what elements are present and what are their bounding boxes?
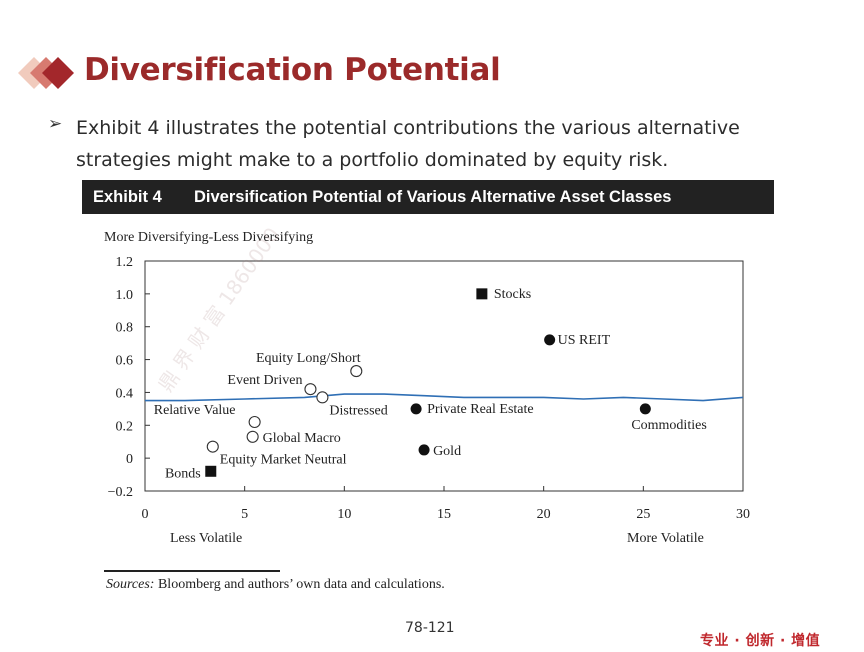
y-ticks: −0.2 0 0.2 0.4 0.6 0.8 1.0 1.2 [108, 255, 150, 500]
sources-rule [104, 570, 280, 572]
data-point [418, 444, 430, 456]
x-tick-label: 5 [241, 507, 248, 522]
x-tick-label: 0 [142, 507, 149, 522]
point-label: Stocks [494, 287, 531, 302]
data-point [316, 391, 329, 404]
data-point [350, 365, 363, 378]
trend-line [145, 393, 744, 402]
data-point [248, 415, 261, 429]
data-point [246, 430, 259, 443]
x-tick-label: 25 [636, 507, 650, 522]
slide-title: Diversification Potential [84, 52, 501, 88]
point-label: Bonds [165, 466, 201, 481]
point-label: Relative Value [154, 403, 236, 418]
y-tick-label: 0.4 [116, 386, 134, 401]
point-label: Global Macro [263, 431, 341, 446]
point-label: Event Driven [227, 373, 302, 388]
y-tick-label: 0 [126, 452, 133, 467]
exhibit-header: Exhibit 4 Diversification Potential of V… [82, 180, 774, 214]
exhibit-number: Exhibit 4 [93, 188, 162, 206]
x-axis-label-left: Less Volatile [170, 531, 242, 546]
point-label: Equity Long/Short [256, 351, 361, 366]
x-tick-label: 15 [437, 507, 451, 522]
sources-label: Sources: [106, 577, 155, 592]
data-point [410, 403, 422, 415]
slogan: 专业 · 创新 · 增值 [700, 633, 821, 649]
point-label: Gold [433, 444, 461, 459]
page-number: 78-121 [405, 620, 455, 636]
data-points: Stocks US REIT Equity Long/Short Event Driv… [154, 287, 707, 481]
arrow-bullet-icon: ➢ [48, 114, 63, 134]
sources-note: Sources: Bloomberg and authors’ own data… [106, 577, 445, 593]
exhibit-title: Diversification Potential of Various Alt… [194, 188, 672, 206]
point-label: Distressed [329, 403, 387, 418]
data-point [205, 465, 217, 477]
y-tick-label: 0.2 [116, 419, 134, 434]
y-tick-label: −0.2 [108, 485, 133, 500]
y-tick-label: 0.8 [116, 321, 134, 336]
y-axis-label: More Diversifying-Less Diversifying [104, 230, 313, 245]
data-point [639, 403, 651, 415]
point-label: Commodities [631, 418, 706, 433]
data-point [304, 383, 317, 396]
x-tick-label: 20 [537, 507, 551, 522]
data-point [476, 288, 488, 300]
x-tick-label: 30 [736, 507, 750, 522]
point-label: Equity Market Neutral [220, 453, 347, 468]
x-axis-label-right: More Volatile [627, 531, 704, 546]
point-label: Private Real Estate [427, 402, 534, 417]
x-tick-label: 10 [337, 507, 351, 522]
sources-text: Bloomberg and authors’ own data and calc… [154, 577, 445, 592]
bullet-text: Exhibit 4 illustrates the potential cont… [76, 117, 740, 171]
x-ticks: 0 5 10 15 20 25 30 [142, 486, 750, 522]
diamond-logo-icon [18, 57, 74, 89]
y-tick-label: 1.2 [116, 255, 134, 270]
data-point [206, 440, 219, 453]
y-tick-label: 1.0 [116, 288, 134, 303]
point-label: US REIT [558, 333, 611, 348]
y-tick-label: 0.6 [116, 354, 134, 369]
data-point [544, 334, 556, 346]
